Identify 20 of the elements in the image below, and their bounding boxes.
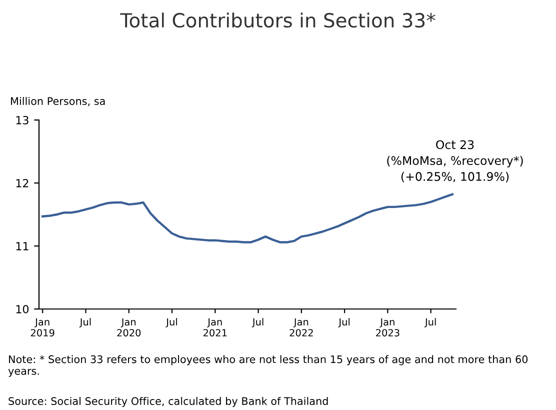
y-tick-label: 13 xyxy=(16,116,28,124)
source-note: Source: Social Security Office, calculated by Bank of Thailand xyxy=(8,396,328,408)
x-tick-label: Jan 2019 xyxy=(30,318,54,336)
x-tick-label: Jul xyxy=(252,318,264,328)
x-tick-label: Jul xyxy=(79,318,91,328)
y-tick-label: 12 xyxy=(16,178,28,188)
y-tick-label: 11 xyxy=(16,242,28,250)
x-tick-label: Jan 2022 xyxy=(290,318,313,336)
x-tick-label: Jan 2021 xyxy=(203,318,227,336)
y-axis-title: Million Persons, sa xyxy=(11,96,105,106)
chart-title: Total Contributors in Section 33* xyxy=(120,12,436,28)
annotation: Oct 23 (%MoMsa, %recovery*) (+0.25%, 101.9%) xyxy=(387,140,523,182)
y-tick-label: 10 xyxy=(16,304,29,314)
x-tick-label: Jul xyxy=(166,318,177,328)
x-tick-label: Jan 2020 xyxy=(117,318,141,336)
text: Note: * Section 33 refers to employees who are not less than 15 years of age and not more than 60 years. xyxy=(8,355,528,377)
x-tick-label: Jan 2023 xyxy=(376,318,400,336)
x-tick-label: Jul xyxy=(338,318,350,328)
x-tick-label: Jul xyxy=(424,318,436,328)
line-series xyxy=(41,193,454,244)
